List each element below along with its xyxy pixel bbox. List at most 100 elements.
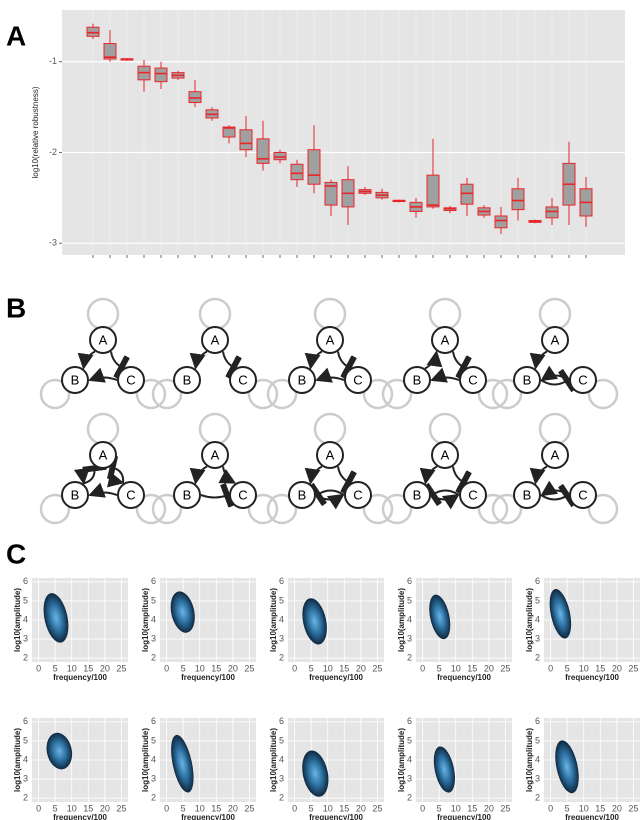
self-loop <box>39 493 71 525</box>
self-loop <box>86 297 120 331</box>
y-axis-label: log10(amplitude) <box>13 728 22 792</box>
box <box>426 174 440 208</box>
edge <box>430 493 460 510</box>
x-tick-label: 15 <box>83 663 93 673</box>
x-tick-label: 5 <box>309 663 314 673</box>
edge <box>452 351 472 380</box>
self-loop <box>135 378 167 410</box>
y-tick-label: 6 <box>279 716 284 726</box>
self-loop <box>266 378 298 410</box>
density-blob <box>555 740 579 794</box>
density-blob <box>302 750 329 797</box>
x-axis-label: frequency/100 <box>437 813 491 820</box>
edge <box>430 367 460 383</box>
y-tick-label: 2 <box>407 793 412 803</box>
node-label: B <box>183 372 192 387</box>
node <box>89 326 117 354</box>
self-loop <box>491 378 523 410</box>
self-loop <box>381 378 413 410</box>
x-tick-label: 5 <box>437 803 442 813</box>
self-loop <box>39 378 71 410</box>
edge <box>304 350 323 370</box>
density-blob <box>549 589 572 639</box>
y-tick-label: 6 <box>23 716 28 726</box>
box <box>290 163 304 181</box>
self-loop <box>247 378 279 410</box>
node-label: A <box>99 332 108 347</box>
edge <box>315 367 345 383</box>
node <box>344 366 372 394</box>
y-tick-label: 2 <box>23 653 28 663</box>
panel-label: A <box>6 20 26 51</box>
node-label: A <box>211 447 220 462</box>
x-tick-label: 0 <box>420 663 425 673</box>
edge <box>540 483 577 508</box>
motif: A B C <box>381 297 509 410</box>
x-tick-label: 0 <box>164 803 169 813</box>
y-tick-label: 3 <box>23 773 28 783</box>
y-tick-label: 3 <box>407 633 412 643</box>
x-tick-label: 15 <box>83 803 93 813</box>
x-tick-label: 20 <box>484 803 494 813</box>
self-loop <box>477 378 509 410</box>
node-label: C <box>578 372 587 387</box>
node-label: B <box>298 487 307 502</box>
x-axis-label: frequency/100 <box>437 673 491 682</box>
x-tick-label: 15 <box>211 663 221 673</box>
edge <box>82 463 107 485</box>
box <box>273 151 287 161</box>
density-blob <box>429 594 451 640</box>
y-tick-label: 6 <box>151 576 156 586</box>
x-tick-label: 5 <box>181 803 186 813</box>
edge <box>189 465 208 485</box>
y-tick-label: 3 <box>151 773 156 783</box>
y-tick-label: 2 <box>535 793 540 803</box>
box <box>154 67 168 83</box>
x-tick-label: 0 <box>36 663 41 673</box>
node-label: B <box>71 487 80 502</box>
box <box>188 91 202 104</box>
y-tick-label: 2 <box>407 653 412 663</box>
node <box>288 481 316 509</box>
y-tick-label: 4 <box>407 754 412 764</box>
node-label: A <box>441 332 450 347</box>
self-loop <box>198 412 232 446</box>
y-tick-label: 3 <box>535 633 540 643</box>
x-tick-label: 5 <box>53 663 58 673</box>
node <box>431 326 459 354</box>
y-tick-label: 5 <box>279 735 284 745</box>
node-label: A <box>99 447 108 462</box>
node <box>201 441 229 469</box>
node <box>117 481 145 509</box>
node <box>513 366 541 394</box>
y-tick-label: 4 <box>535 614 540 624</box>
x-tick-label: 20 <box>356 663 366 673</box>
self-loop <box>477 493 509 525</box>
node <box>403 481 431 509</box>
y-tick-label: 4 <box>407 614 412 624</box>
self-loop <box>428 412 462 446</box>
x-tick-label: 10 <box>67 663 77 673</box>
x-tick-label: 10 <box>451 663 461 673</box>
y-tick-label: 2 <box>279 793 284 803</box>
x-tick-label: 20 <box>228 803 238 813</box>
density-blob <box>170 591 195 633</box>
x-tick-label: 20 <box>612 663 622 673</box>
node-label: B <box>71 372 80 387</box>
node-label: C <box>126 372 135 387</box>
edge <box>88 482 118 498</box>
x-tick-label: 20 <box>100 803 110 813</box>
y-axis-label: log10(amplitude) <box>397 728 406 792</box>
y-axis-label: log10(amplitude) <box>397 588 406 652</box>
node-label: B <box>183 487 192 502</box>
node <box>288 366 316 394</box>
y-tick-label: 4 <box>279 614 284 624</box>
edge <box>540 480 570 497</box>
x-tick-label: 10 <box>323 803 333 813</box>
x-tick-label: 25 <box>628 803 638 813</box>
edge <box>200 483 235 508</box>
motif: A B C <box>151 297 279 410</box>
box <box>256 138 270 164</box>
box <box>103 43 117 60</box>
